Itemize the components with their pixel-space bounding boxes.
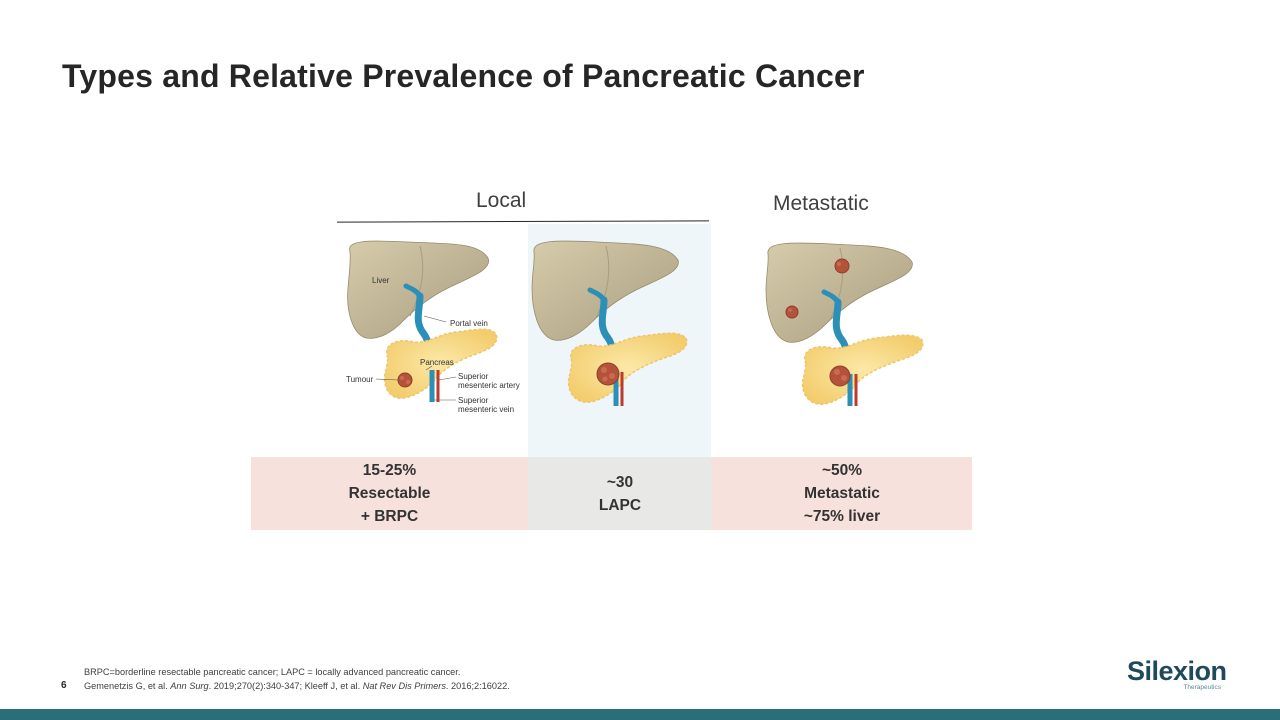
pancreas-shape <box>567 332 688 403</box>
slide-title: Types and Relative Prevalence of Pancrea… <box>62 58 865 94</box>
resectable-prevalence-cell: 15-25% Resectable + BRPC <box>251 457 528 530</box>
reference-part: . 2019;270(2):340-347; Kleeff J, et al. <box>208 681 363 691</box>
logo-tagline: Therapeutics <box>1183 684 1221 691</box>
pancreas-shape <box>383 328 498 399</box>
abbreviation-footnote: BRPC=borderline resectable pancreatic ca… <box>84 667 461 677</box>
journal-name: Ann Surg <box>170 681 209 691</box>
metastatic-anatomy-illustration <box>760 230 935 430</box>
metastatic-group-label: Metastatic <box>773 192 869 215</box>
tumour-shape <box>596 362 620 386</box>
metastatic-label: Metastatic <box>804 485 880 502</box>
metastatic-prevalence-cell: ~50% Metastatic ~75% liver <box>712 457 972 530</box>
lapc-label: LAPC <box>598 496 642 514</box>
resectable-anatomy-illustration: Liver Portal vein Pancreas Tumour Superi… <box>338 230 528 430</box>
lapc-percent: ~30 <box>606 473 634 491</box>
logo-wordmark: Silexion <box>1127 656 1227 686</box>
liver-label: Liver <box>372 276 390 285</box>
smv-label-line1: Superior <box>458 396 489 405</box>
local-group-label: Local <box>476 189 527 212</box>
local-group-underline <box>336 220 710 223</box>
sma-label-line1: Superior <box>458 372 489 381</box>
tumour-shape <box>829 365 851 387</box>
liver-shape <box>765 242 913 343</box>
portal-vein-label: Portal vein <box>450 319 488 328</box>
resectable-label: Resectable <box>348 485 431 502</box>
tumour-label: Tumour <box>346 375 374 384</box>
sma-label-line2: mesenteric artery <box>458 381 520 390</box>
page-number: 6 <box>61 680 67 691</box>
smv-label-line2: mesenteric vein <box>458 405 514 414</box>
liver-metastasis-share: ~75% liver <box>803 508 881 525</box>
lapc-anatomy-illustration <box>528 230 698 430</box>
pancreas-shape <box>801 334 924 405</box>
reference-footnote: Gemenetzis G, et al. Ann Surg. 2019;270(… <box>84 681 510 691</box>
pancreas-label: Pancreas <box>420 358 454 367</box>
liver-shape <box>347 240 489 339</box>
silexion-logo: Silexion Therapeutics <box>1127 656 1227 696</box>
liver-metastasis-shape <box>834 258 850 274</box>
metastatic-percent: ~50% <box>821 462 863 479</box>
liver-shape <box>531 240 679 341</box>
liver-metastasis-shape <box>785 305 799 319</box>
bottom-accent-bar <box>0 709 1280 720</box>
brpc-label: + BRPC <box>360 508 419 525</box>
reference-part: . 2016;2:16022. <box>445 681 510 691</box>
journal-name: Nat Rev Dis Primers <box>362 681 446 691</box>
tumour-shape <box>397 372 413 388</box>
resectable-percent: 15-25% <box>362 462 417 479</box>
reference-part: Gemenetzis G, et al. <box>84 681 171 691</box>
lapc-prevalence-cell: ~30 LAPC <box>528 457 712 530</box>
